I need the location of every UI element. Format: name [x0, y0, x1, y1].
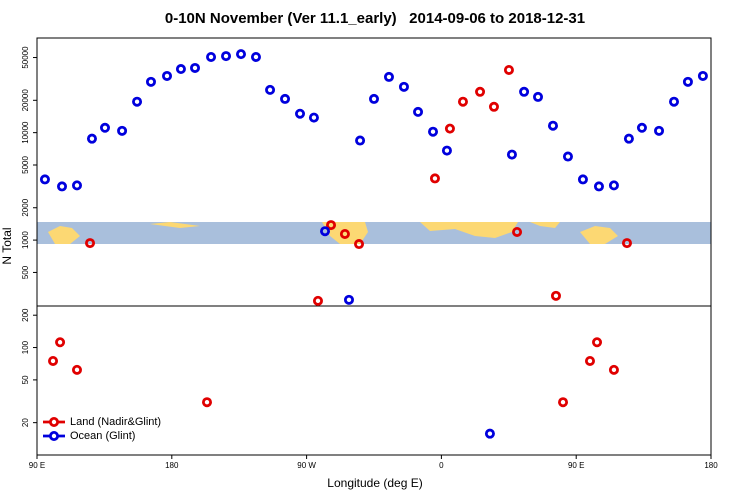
point [326, 220, 337, 231]
point [265, 84, 276, 95]
x-tick-label: 90 E [568, 461, 584, 470]
point [457, 96, 468, 107]
chart-title: 0-10N November (Ver 11.1_early) 2014-09-… [165, 10, 585, 27]
y-tick-label: 20 [21, 418, 30, 427]
point [475, 86, 486, 97]
point [383, 71, 394, 82]
y-tick-label: 10000 [21, 121, 30, 144]
point [519, 86, 530, 97]
y-axis-label: N Total [0, 227, 14, 264]
map-background [37, 222, 711, 244]
point [669, 96, 680, 107]
point [584, 355, 595, 366]
point [86, 133, 97, 144]
point [190, 62, 201, 73]
point [636, 122, 647, 133]
point [503, 64, 514, 75]
point [343, 294, 354, 305]
x-tick-label: 90 E [29, 461, 45, 470]
point [312, 295, 323, 306]
point [85, 238, 96, 249]
legend-label: Land (Nadir&Glint) [70, 416, 161, 428]
point [413, 106, 424, 117]
point [162, 70, 173, 81]
point [354, 239, 365, 250]
point [250, 51, 261, 62]
point [320, 226, 331, 237]
y-tick-label: 5000 [21, 156, 30, 174]
legend-label: Ocean (Glint) [70, 430, 135, 442]
point [592, 337, 603, 348]
point [71, 364, 82, 375]
point [398, 81, 409, 92]
point [280, 93, 291, 104]
point [201, 397, 212, 408]
point [295, 108, 306, 119]
y-tick-label: 20000 [21, 89, 30, 112]
y-tick-label: 500 [21, 265, 30, 279]
x-tick-label: 90 W [297, 461, 316, 470]
y-tick-label: 1000 [21, 231, 30, 249]
point [577, 174, 588, 185]
point [339, 228, 350, 239]
point [697, 70, 708, 81]
point [533, 91, 544, 102]
point [444, 123, 455, 134]
point [682, 76, 693, 87]
point [57, 181, 68, 192]
point [39, 174, 50, 185]
point [608, 364, 619, 375]
plot-frame [36, 37, 712, 456]
point [48, 355, 59, 366]
point [175, 64, 186, 75]
point [132, 96, 143, 107]
point [55, 337, 66, 348]
y-tick-label: 50000 [21, 46, 30, 69]
point [206, 51, 217, 62]
point [623, 133, 634, 144]
point [506, 149, 517, 160]
point [562, 151, 573, 162]
point [235, 49, 246, 60]
point [145, 76, 156, 87]
x-tick-label: 180 [704, 461, 718, 470]
point [654, 125, 665, 136]
point [488, 101, 499, 112]
legend-swatch-marker [49, 416, 60, 427]
y-tick-label: 100 [21, 340, 30, 354]
y-tick-label: 2000 [21, 198, 30, 216]
point [99, 122, 110, 133]
point [547, 120, 558, 131]
point [608, 180, 619, 191]
x-axis-label: Longitude (deg E) [327, 476, 422, 490]
y-tick-label: 200 [21, 308, 30, 322]
point [484, 428, 495, 439]
point [593, 181, 604, 192]
point [621, 238, 632, 249]
point [308, 112, 319, 123]
x-tick-label: 0 [439, 461, 444, 470]
point [117, 125, 128, 136]
point [355, 135, 366, 146]
point [558, 397, 569, 408]
legend-swatch-marker [49, 430, 60, 441]
point [221, 51, 232, 62]
point [368, 93, 379, 104]
point [550, 290, 561, 301]
x-tick-label: 180 [165, 461, 179, 470]
point [512, 226, 523, 237]
point [71, 180, 82, 191]
point [441, 145, 452, 156]
point [429, 173, 440, 184]
point [428, 126, 439, 137]
y-tick-label: 50 [21, 375, 30, 384]
